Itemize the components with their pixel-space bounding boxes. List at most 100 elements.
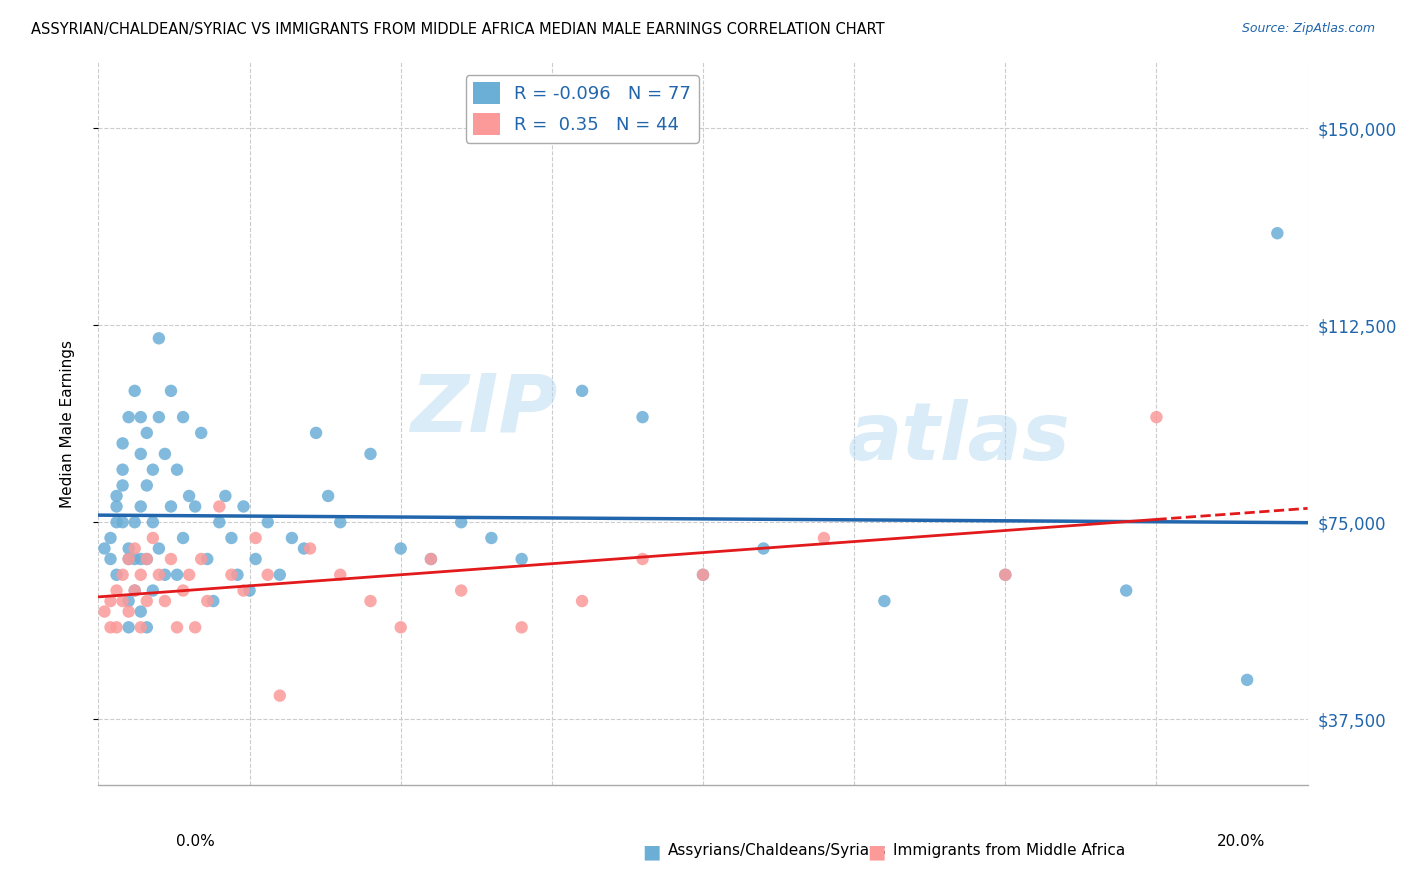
Point [281,531,304,545]
Point [160,552,183,566]
Point [172,410,194,425]
Y-axis label: Median Male Earnings: Median Male Earnings [60,340,75,508]
Point [135,425,157,440]
Point [232,500,254,514]
Point [129,567,152,582]
Point [142,531,165,545]
Point [692,567,714,582]
Point [813,531,835,545]
Point [232,583,254,598]
Point [105,620,128,634]
Point [118,605,141,619]
Point [195,594,218,608]
Point [124,583,146,598]
Text: ■: ■ [868,843,886,862]
Point [111,567,134,582]
Text: atlas: atlas [848,399,1071,477]
Point [129,410,152,425]
Point [1144,410,1167,425]
Legend: R = -0.096   N = 77, R =  0.35   N = 44: R = -0.096 N = 77, R = 0.35 N = 44 [465,75,699,143]
Point [329,515,352,529]
Point [105,567,128,582]
Text: ZIP: ZIP [411,370,558,449]
Point [269,689,291,703]
Point [111,515,134,529]
Point [245,552,267,566]
Point [226,567,249,582]
Point [93,541,115,556]
Point [256,567,278,582]
Point [148,541,170,556]
Point [118,410,141,425]
Point [389,620,412,634]
Point [100,620,122,634]
Point [124,552,146,566]
Point [245,531,267,545]
Point [118,541,141,556]
Point [142,463,165,477]
Point [631,410,654,425]
Point [510,552,533,566]
Point [450,583,472,598]
Point [692,567,714,582]
Point [221,567,243,582]
Point [153,567,176,582]
Point [124,583,146,598]
Point [571,384,593,398]
Text: 0.0%: 0.0% [176,834,215,849]
Point [129,605,152,619]
Point [124,515,146,529]
Point [195,552,218,566]
Point [166,620,188,634]
Point [118,594,141,608]
Point [481,531,503,545]
Point [111,463,134,477]
Point [160,384,183,398]
Point [269,567,291,582]
Point [360,447,382,461]
Point [450,515,472,529]
Point [202,594,225,608]
Point [299,541,322,556]
Point [1267,226,1289,240]
Point [420,552,443,566]
Point [420,552,443,566]
Point [153,594,176,608]
Point [329,567,352,582]
Point [631,552,654,566]
Text: 20.0%: 20.0% [1218,834,1265,849]
Point [172,583,194,598]
Point [129,620,152,634]
Point [148,567,170,582]
Point [129,552,152,566]
Point [208,515,231,529]
Point [135,552,157,566]
Point [1115,583,1137,598]
Point [148,331,170,345]
Point [142,515,165,529]
Point [135,478,157,492]
Point [214,489,236,503]
Point [93,605,115,619]
Point [111,478,134,492]
Point [1236,673,1258,687]
Point [105,515,128,529]
Point [135,594,157,608]
Point [190,425,212,440]
Point [148,410,170,425]
Point [118,552,141,566]
Point [100,594,122,608]
Point [129,500,152,514]
Point [190,552,212,566]
Point [571,594,593,608]
Point [129,447,152,461]
Point [166,567,188,582]
Point [105,489,128,503]
Point [160,500,183,514]
Point [389,541,412,556]
Point [360,594,382,608]
Point [208,500,231,514]
Point [179,489,201,503]
Point [100,531,122,545]
Point [221,531,243,545]
